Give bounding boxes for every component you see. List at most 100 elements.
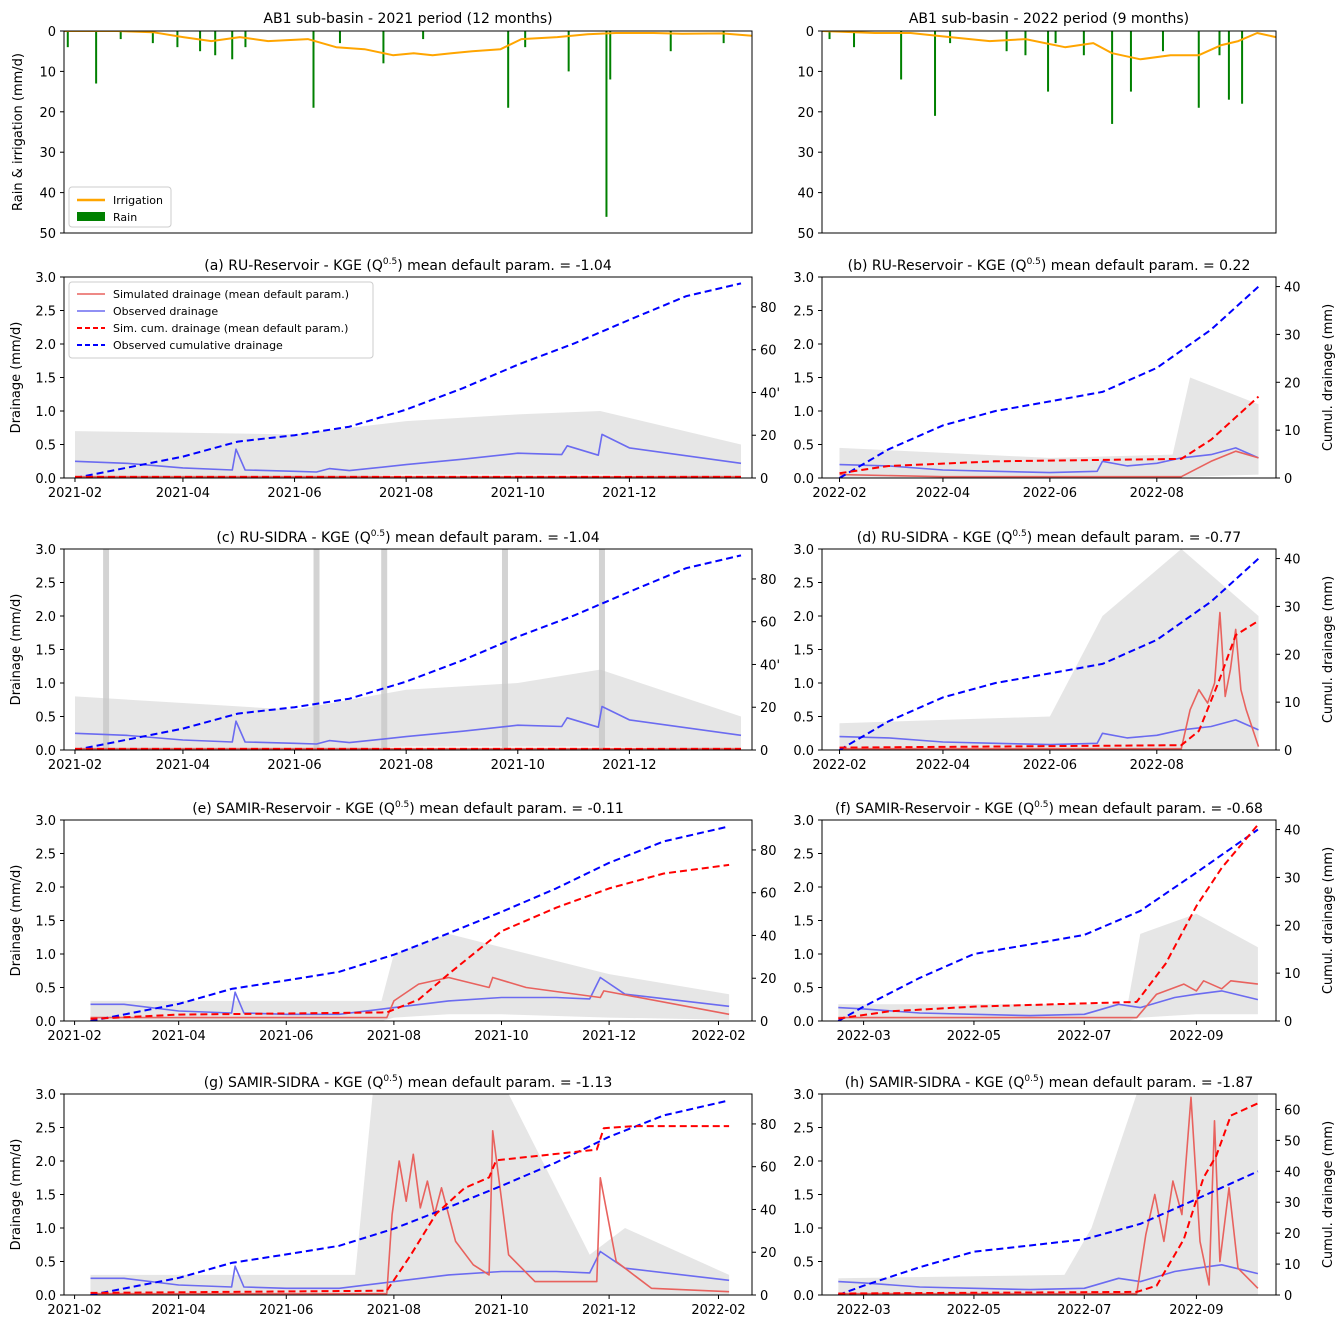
simulated-cumulative-line — [90, 863, 730, 1020]
axes-frame — [821, 30, 1277, 234]
observed-cumulative-line — [838, 557, 1260, 750]
y2-tick-label: 30 — [1284, 328, 1301, 343]
y-tick-label: 0.0 — [793, 472, 814, 487]
simulated-drainage-line — [839, 450, 1259, 478]
x-tick-label: 2021-02 — [47, 1303, 101, 1318]
x-tick-label: 2021-02 — [47, 1029, 101, 1044]
y-tick-label: 3.0 — [35, 1088, 56, 1103]
x-tick-label: 2022-05 — [947, 1303, 1001, 1318]
x-tick-label: 2022-08 — [1130, 486, 1184, 501]
rain-bar — [151, 31, 154, 44]
rain-bar — [119, 31, 122, 40]
rain-bar — [214, 31, 217, 56]
y2-tick-label: 20 — [760, 972, 777, 987]
panel-h: (h) SAMIR-SIDRA - KGE (Q0.5) mean defaul… — [793, 1074, 1336, 1318]
x-tick-label: 2021-10 — [474, 1303, 528, 1318]
panel-title: (e) SAMIR-Reservoir - KGE (Q0.5) mean de… — [192, 800, 624, 817]
rain-bar — [312, 31, 315, 108]
rain-bar — [722, 31, 725, 44]
y-tick-label: 2.0 — [793, 610, 814, 625]
y-tick-label: 0.0 — [35, 1289, 56, 1304]
x-tick-label: 2021-12 — [602, 486, 656, 501]
panel-e: (e) SAMIR-Reservoir - KGE (Q0.5) mean de… — [9, 800, 777, 1044]
y2-tick-label: 20 — [760, 429, 777, 444]
y2-tick-label: 0 — [760, 472, 768, 487]
y-tick-label: 3.0 — [35, 543, 56, 558]
x-tick-label: 2022-03 — [836, 1303, 890, 1318]
y-tick-label: 0.0 — [35, 472, 56, 487]
rain-bar — [382, 31, 385, 64]
y-tick-label: 1.5 — [35, 1189, 56, 1204]
y2-tick-label: 40 — [1284, 281, 1301, 296]
observed-cumulative-line — [90, 1099, 730, 1295]
y2-tick-label: 60 — [760, 616, 777, 631]
x-tick-label: 2021-08 — [379, 486, 433, 501]
y-tick-label: 0.0 — [793, 1015, 814, 1030]
x-tick-label: 2021-04 — [156, 486, 210, 501]
rain-bar — [609, 31, 612, 80]
simulated-cumulative-line — [90, 1125, 730, 1294]
observed-cumulative-line — [90, 825, 730, 1021]
y2-tick-label: 40 — [760, 929, 777, 944]
observed-drainage-line — [838, 1264, 1259, 1291]
x-tick-label: 2021-10 — [474, 1029, 528, 1044]
y-tick-label: 0.5 — [793, 711, 814, 726]
x-tick-label: 2021-02 — [48, 486, 102, 501]
y-tick-label: 0.0 — [35, 1015, 56, 1030]
x-tick-label: 2021-04 — [152, 1303, 206, 1318]
observed-drainage-line — [838, 990, 1259, 1017]
y-tick-label: 1.5 — [35, 915, 56, 930]
x-tick-label: 2022-02 — [691, 1303, 745, 1318]
rain-bar — [900, 31, 903, 80]
y-tick-label: 40 — [39, 187, 56, 202]
y2-tick-label: 80 — [760, 573, 777, 588]
x-tick-label: 2021-04 — [152, 1029, 206, 1044]
panel-title: (d) RU-SIDRA - KGE (Q0.5) mean default p… — [857, 529, 1241, 546]
y-tick-label: 0.5 — [35, 982, 56, 997]
x-tick-label: 2021-06 — [267, 486, 321, 501]
y-tick-label: 0.0 — [793, 744, 814, 759]
plot-area — [838, 285, 1260, 478]
y-tick-label: 3.0 — [793, 814, 814, 829]
plot-area — [74, 549, 742, 750]
y2-tick-label: 0 — [1284, 472, 1292, 487]
y-tick-label: 1.0 — [793, 948, 814, 963]
legend-irrigation-label: Irrigation — [113, 194, 163, 207]
y2-tick-label: 30 — [1284, 871, 1301, 886]
observed-cumulative-line — [838, 285, 1260, 478]
y-tick-label: 30 — [39, 146, 56, 161]
y-tick-label: 1.0 — [793, 405, 814, 420]
y-tick-label: 50 — [797, 227, 814, 242]
y2-tick-label: 40 — [1284, 553, 1301, 568]
observed-drainage-line — [90, 976, 730, 1016]
plot-area — [837, 824, 1259, 1021]
rain-bar — [1082, 31, 1085, 56]
y2-tick-label: 20 — [760, 701, 777, 716]
y-tick-label: 10 — [39, 65, 56, 80]
rain-bar — [1054, 31, 1057, 44]
y2-tick-label: 40 — [760, 1203, 777, 1218]
rain-bar — [567, 31, 570, 72]
y-tick-label: 0.5 — [793, 1256, 814, 1271]
y-tick-label: 20 — [797, 106, 814, 121]
x-tick-label: 2022-06 — [1023, 758, 1077, 773]
y-tick-label: 2.0 — [35, 881, 56, 896]
x-tick-label: 2022-03 — [836, 1029, 890, 1044]
x-tick-label: 2022-09 — [1169, 1303, 1223, 1318]
panel-title: (f) SAMIR-Reservoir - KGE (Q0.5) mean de… — [835, 800, 1263, 817]
x-tick-label: 2021-06 — [259, 1029, 313, 1044]
panel-title: (g) SAMIR-SIDRA - KGE (Q0.5) mean defaul… — [204, 1074, 613, 1091]
observed-cumulative-line — [74, 282, 742, 478]
y-tick-label: 10 — [797, 65, 814, 80]
ensemble-band — [838, 913, 1258, 1021]
y2-axis-label: Cumul. drainage (mm) — [1321, 847, 1336, 994]
x-tick-label: 2022-02 — [691, 1029, 745, 1044]
plot-area — [74, 282, 742, 478]
x-tick-label: 2021-08 — [367, 1029, 421, 1044]
ensemble-spike — [103, 549, 110, 750]
plot-area — [837, 1094, 1259, 1295]
observed-cumulative-line — [837, 1170, 1259, 1295]
y-tick-label: 1.0 — [793, 677, 814, 692]
rain-bar — [669, 31, 672, 52]
